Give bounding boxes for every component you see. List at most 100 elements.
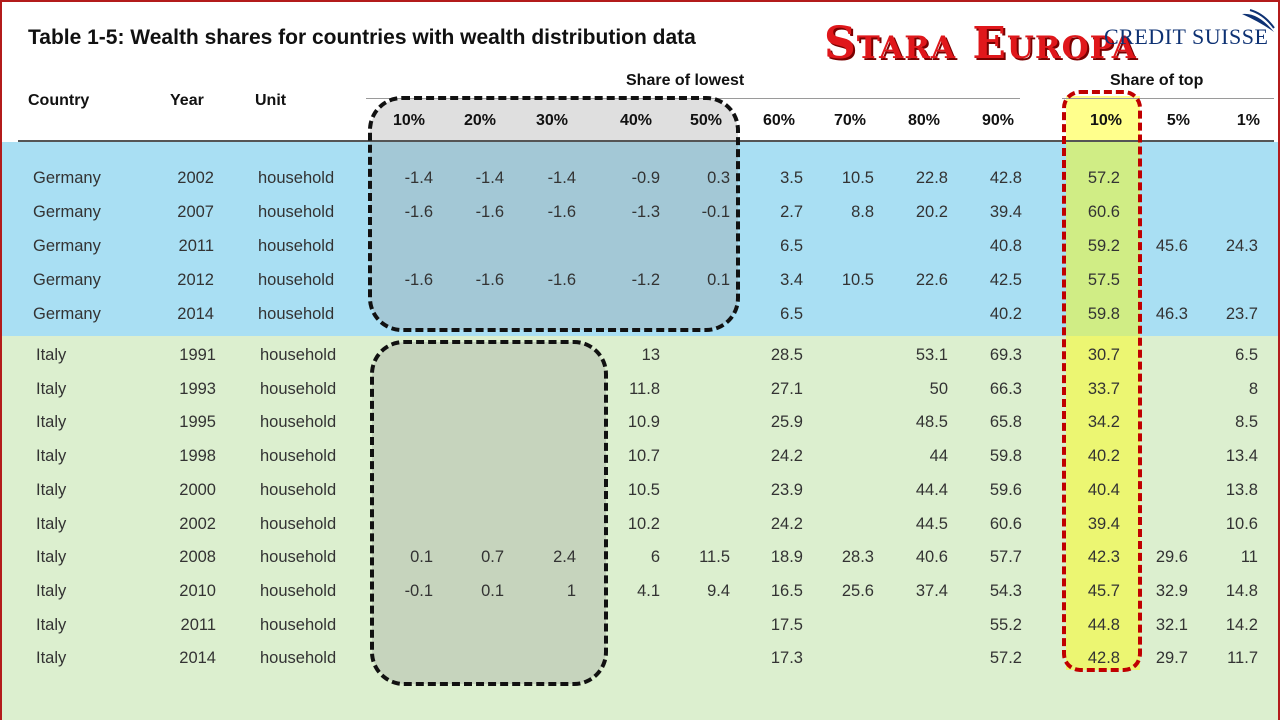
cell-lowest-2: -1.6 xyxy=(475,271,504,289)
top-group-rule xyxy=(1062,98,1274,99)
share-top-header: Share of top xyxy=(1110,72,1204,89)
cell-top-2: 29.6 xyxy=(1155,548,1188,567)
cell-lowest-8: 37.4 xyxy=(915,581,948,600)
row-country: Germany xyxy=(33,237,101,255)
cell-top-1: 57.5 xyxy=(1087,271,1120,289)
cell-lowest-7: 25.6 xyxy=(841,581,874,600)
row-country: Italy xyxy=(36,447,67,466)
cell-lowest-4: 6 xyxy=(650,548,660,567)
row-unit: household xyxy=(260,548,337,567)
row-unit: household xyxy=(258,237,335,255)
cell-top-1: 30.7 xyxy=(1087,346,1120,364)
cell-lowest-6: 3.5 xyxy=(780,169,803,187)
cell-top-3: 13.8 xyxy=(1225,480,1258,499)
col-header-top-2: 5% xyxy=(1166,112,1190,129)
row-unit: household xyxy=(260,413,337,432)
row-year: 2002 xyxy=(177,169,214,187)
cell-lowest-1: -1.6 xyxy=(404,203,433,221)
cell-lowest-3: 2.4 xyxy=(553,548,576,567)
cell-top-3: 24.3 xyxy=(1225,237,1258,255)
cell-top-1: 59.8 xyxy=(1087,305,1120,323)
cell-lowest-8: 20.2 xyxy=(915,203,948,221)
cell-lowest-3: 1 xyxy=(566,581,576,600)
row-country: Germany xyxy=(33,203,101,221)
cell-lowest-5: 0.3 xyxy=(707,169,730,187)
cell-lowest-6: 24.2 xyxy=(770,514,803,533)
cell-top-3: 11 xyxy=(1240,548,1258,567)
cell-top-3: 23.7 xyxy=(1225,305,1258,323)
cell-top-2: 32.1 xyxy=(1155,615,1188,634)
italy-lowest-dashed-box xyxy=(370,340,608,686)
cell-lowest-6: 6.5 xyxy=(780,237,803,255)
cell-lowest-6: 17.3 xyxy=(770,649,803,668)
cell-top-3: 6.5 xyxy=(1235,346,1258,364)
row-country: Italy xyxy=(36,615,67,634)
cell-lowest-4: 11.8 xyxy=(629,379,660,398)
row-year: 2011 xyxy=(178,237,214,255)
row-year: 2011 xyxy=(180,615,216,634)
col-header-lowest-4: 40% xyxy=(619,112,652,129)
cell-lowest-6: 2.7 xyxy=(780,203,803,221)
cell-lowest-6: 17.5 xyxy=(770,615,803,634)
col-header-lowest-9: 90% xyxy=(981,112,1014,129)
row-country: Italy xyxy=(36,379,67,398)
sail-icon xyxy=(1242,9,1275,32)
cell-lowest-9: 40.2 xyxy=(989,305,1022,323)
row-unit: household xyxy=(258,305,335,323)
cell-lowest-8: 53.1 xyxy=(915,346,948,364)
col-header-lowest-7: 70% xyxy=(833,112,866,129)
cell-lowest-4: 13 xyxy=(641,346,660,364)
cell-lowest-4: -0.9 xyxy=(631,169,660,187)
cell-lowest-2: 0.1 xyxy=(481,581,504,600)
cell-lowest-8: 44 xyxy=(929,447,948,466)
cell-lowest-6: 28.5 xyxy=(770,346,803,364)
cell-lowest-9: 66.3 xyxy=(989,379,1022,398)
row-year: 2002 xyxy=(179,514,216,533)
col-header-top-1: 10% xyxy=(1089,112,1122,129)
col-header-lowest-6: 60% xyxy=(762,112,795,129)
unit-header: Unit xyxy=(255,92,287,109)
row-country: Italy xyxy=(36,514,67,533)
cell-lowest-6: 3.4 xyxy=(780,271,803,289)
row-unit: household xyxy=(260,615,337,634)
row-unit: household xyxy=(260,581,337,600)
cell-lowest-9: 54.3 xyxy=(989,581,1022,600)
row-country: Italy xyxy=(36,346,67,364)
cell-lowest-7: 28.3 xyxy=(841,548,874,567)
cell-lowest-3: -1.6 xyxy=(547,271,576,289)
cell-lowest-7: 8.8 xyxy=(851,203,874,221)
cell-lowest-6: 25.9 xyxy=(770,413,803,432)
cell-lowest-8: 48.5 xyxy=(915,413,948,432)
row-year: 2014 xyxy=(179,649,216,668)
col-header-lowest-2: 20% xyxy=(463,112,496,129)
cell-lowest-8: 44.4 xyxy=(915,480,948,499)
row-country: Italy xyxy=(36,581,67,600)
row-year: 2007 xyxy=(177,203,214,221)
cell-lowest-5: 11.5 xyxy=(699,548,730,567)
cell-top-1: 34.2 xyxy=(1087,413,1120,432)
cell-top-2: 32.9 xyxy=(1155,581,1188,600)
row-year: 2012 xyxy=(177,271,214,289)
cell-lowest-1: 0.1 xyxy=(410,548,433,567)
top10-yellow-highlight xyxy=(1066,96,1140,670)
row-unit: household xyxy=(260,514,337,533)
col-header-top-3: 1% xyxy=(1236,112,1260,129)
cell-lowest-9: 55.2 xyxy=(989,615,1022,634)
overlay-title: Stara Europa xyxy=(824,18,1137,69)
cell-top-3: 14.2 xyxy=(1225,615,1258,634)
cell-lowest-5: 9.4 xyxy=(707,581,730,600)
row-country: Germany xyxy=(33,169,101,187)
cell-lowest-9: 39.4 xyxy=(989,203,1022,221)
cell-lowest-8: 40.6 xyxy=(915,548,948,567)
cell-lowest-9: 40.8 xyxy=(989,237,1022,255)
cell-top-3: 8 xyxy=(1248,379,1258,398)
cell-lowest-6: 16.5 xyxy=(770,581,803,600)
cell-top-1: 39.4 xyxy=(1087,514,1120,533)
lowest-shares-grey-highlight xyxy=(370,98,738,330)
row-unit: household xyxy=(260,480,337,499)
row-unit: household xyxy=(260,379,337,398)
cell-top-3: 14.8 xyxy=(1225,581,1258,600)
italy-lowest-grey-highlight xyxy=(372,342,606,684)
cell-lowest-3: -1.6 xyxy=(547,203,576,221)
row-unit: household xyxy=(260,649,337,668)
